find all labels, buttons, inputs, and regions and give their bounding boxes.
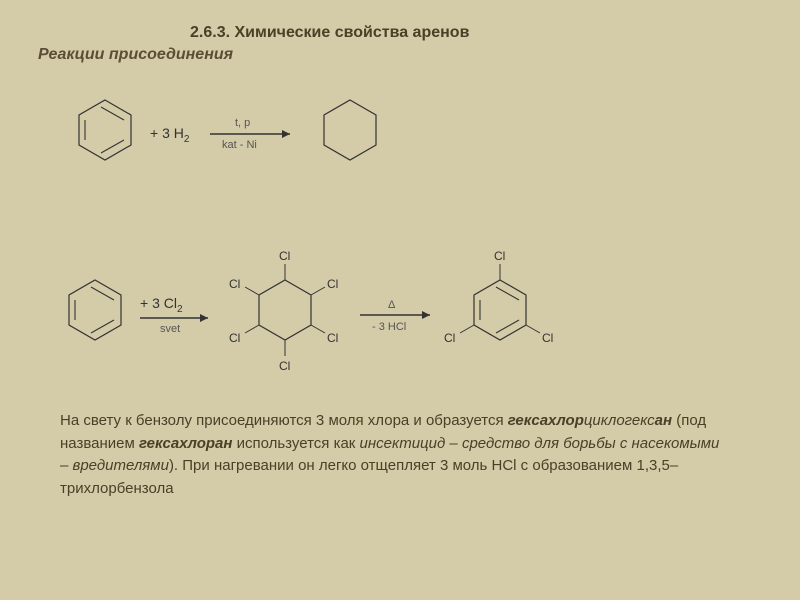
svg-text:Cl: Cl [327,331,338,345]
cond-svet: svet [160,323,180,335]
svg-text:Cl: Cl [444,331,455,345]
arrow-1: t, p kat - Ni [210,117,290,151]
section-subtitle: Реакции присоединения [38,46,233,64]
cond-tp: t, p [235,117,250,129]
arrow-2b: Δ - 3 HCl [360,299,430,333]
reaction-chlorination: + 3 Cl2 svet Cl Cl Cl Cl Cl Cl Δ - 3 HCl [60,220,700,400]
cond-delta: Δ [388,299,396,311]
cond-cat: kat - Ni [222,139,257,151]
section-title: 2.6.3. Химические свойства аренов [190,24,469,42]
reagent-cl2: + 3 Cl2 [140,295,183,315]
svg-text:Cl: Cl [279,359,290,373]
arrow-2a: svet [140,314,208,335]
svg-text:Cl: Cl [279,249,290,263]
svg-text:Cl: Cl [542,331,553,345]
body-paragraph: На свету к бензолу присоединяются 3 моля… [60,410,730,500]
svg-text:Cl: Cl [327,277,338,291]
reagent-h2: + 3 H2 [150,125,190,145]
svg-text:Cl: Cl [494,249,505,263]
svg-text:Cl: Cl [229,331,240,345]
reaction-hydrogenation: + 3 H2 t, p kat - Ni [70,80,490,190]
svg-text:Cl: Cl [229,277,240,291]
trichlorobenzene: Cl Cl Cl [444,249,553,345]
cond-hcl: - 3 HCl [372,321,406,333]
hexachlorocyclohexane: Cl Cl Cl Cl Cl Cl [229,249,338,373]
